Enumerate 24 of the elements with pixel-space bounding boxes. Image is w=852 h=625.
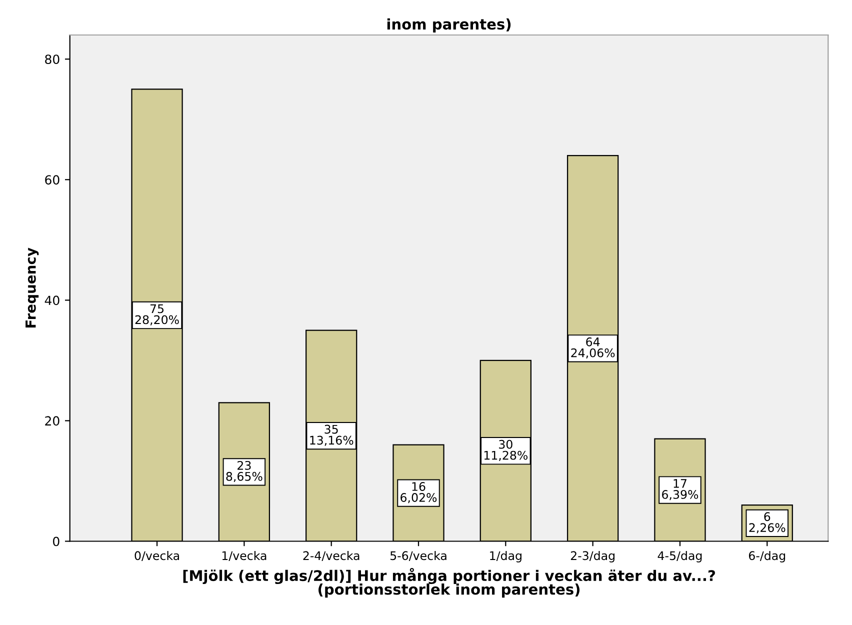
x-tick-label: 2-4/vecka (303, 550, 360, 562)
x-tick-label: 5-6/vecka (390, 550, 446, 562)
data-label: 75 28,20% (135, 304, 179, 326)
y-tick-label: 60 (45, 175, 60, 185)
x-tick-label: 1/vecka (222, 550, 266, 562)
y-tick-label: 0 (53, 536, 60, 546)
x-tick-label: 6-/dag (748, 550, 786, 562)
y-tick-label: 20 (45, 416, 60, 426)
data-label: 23 8,65% (226, 460, 262, 482)
x-tick-label: 1/dag (490, 550, 522, 562)
x-tick-label: 4-5/dag (658, 550, 702, 562)
x-tick-label: 0/vecka (134, 550, 179, 562)
x-axis-title: [Mjölk (ett glas/2dl)] Hur många portioner i veckan äter du av...? (portionsstorlek inom parentes) (183, 568, 715, 598)
data-label: 35 13,16% (310, 424, 354, 446)
data-label: 30 11,28% (484, 440, 528, 461)
y-axis-title: Frequency (26, 248, 39, 328)
x-tick-label: 2-3/dag (570, 550, 614, 562)
y-tick-label: 80 (45, 54, 60, 64)
data-label: 16 6,02% (400, 482, 437, 504)
y-tick-label: 40 (44, 296, 60, 306)
data-label: 64 24,06% (571, 337, 615, 359)
chart-title: inom parentes) (387, 18, 511, 32)
data-label: 17 6,39% (662, 479, 698, 500)
data-label: 6 2,26% (749, 512, 786, 534)
